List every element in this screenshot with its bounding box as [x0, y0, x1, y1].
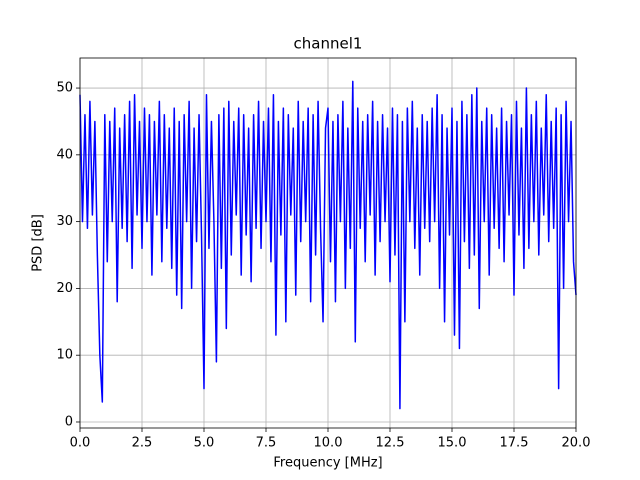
- data-line: [79, 80, 577, 410]
- chart-title: channel1: [294, 35, 363, 53]
- x-tick-label: 0.0: [70, 436, 91, 451]
- y-tick-label: 20: [56, 281, 73, 296]
- x-tick-label: 5.0: [194, 436, 215, 451]
- x-tick-label: 20.0: [562, 436, 591, 451]
- y-tick-label: 10: [56, 348, 73, 363]
- x-tick-label: 2.5: [132, 436, 153, 451]
- ticks: 0.0 2.5 5.0 7.5 10.0 12.5 15.0 17.5 20.0 0 10 20 30 4…: [56, 81, 590, 451]
- y-tick-label: 40: [56, 147, 73, 162]
- x-axis-label: Frequency [MHz]: [273, 456, 382, 471]
- x-tick-label: 10.0: [314, 436, 343, 451]
- x-tick-label: 7.5: [256, 436, 277, 451]
- y-tick-label: 30: [56, 214, 73, 229]
- plot-area: [79, 80, 577, 410]
- y-tick-label: 50: [56, 81, 73, 96]
- x-tick-label: 12.5: [376, 436, 405, 451]
- x-tick-label: 15.0: [438, 436, 467, 451]
- y-tick-label: 0: [65, 414, 73, 429]
- y-axis-label: PSD [dB]: [31, 214, 46, 272]
- x-tick-label: 17.5: [500, 436, 529, 451]
